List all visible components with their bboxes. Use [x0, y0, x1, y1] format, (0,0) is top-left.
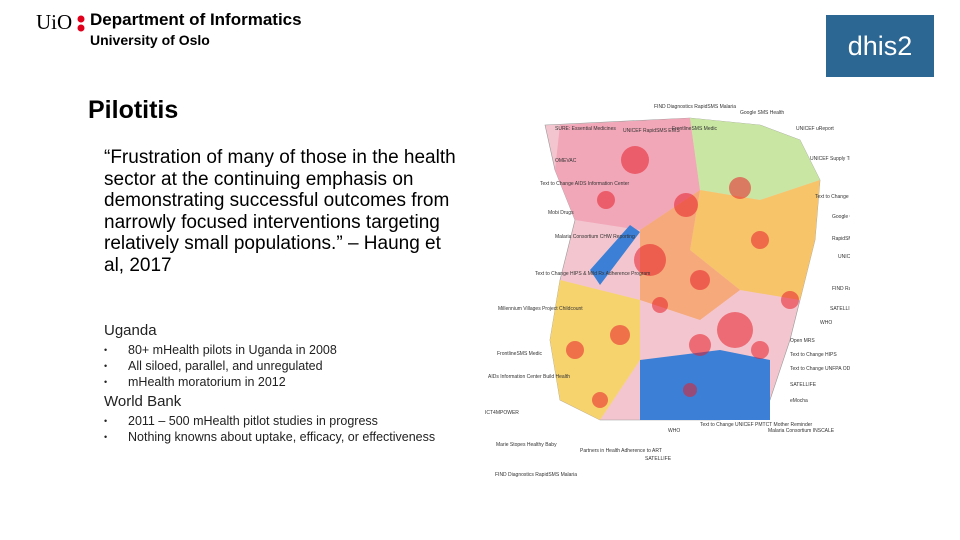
dhis2-badge: dhis2: [826, 15, 934, 77]
map-label: ICT4MPOWER: [485, 410, 519, 416]
map-label: SATELLIFE: [645, 456, 672, 462]
slide-title: Pilotitis: [88, 96, 179, 124]
section-heading: Uganda: [104, 322, 157, 339]
map-label: Open MRS: [790, 338, 815, 344]
bullet: mHealth moratorium in 2012: [104, 374, 464, 390]
department: Department of Informatics: [90, 10, 302, 29]
map-label: FIND Diagnostics RapidSMS Malaria: [654, 104, 736, 110]
map-label: Malaria Consortium CHW Reporting: [555, 234, 635, 240]
quote: “Frustration of many of those in the hea…: [104, 147, 456, 276]
uio-logo: UiO: [36, 10, 73, 34]
region: [690, 118, 820, 200]
map-label: Text to Change HIPS & Mild Rx Adherence …: [535, 271, 650, 277]
map-label: WHO: [668, 428, 680, 434]
map-label: UNICEF RapidSMS EWS: [623, 128, 680, 134]
bullet: All siloed, parallel, and unregulated: [104, 358, 464, 374]
map-label: Text to Change UNICEF PMTCT Mother Remin…: [700, 422, 813, 428]
map-label: Malaria Consortium INSCALE: [768, 428, 835, 434]
map-label: UNICEF ICCM: [838, 254, 850, 260]
map-label: Partners in Health Adherence to ART: [580, 448, 662, 454]
uganda-map: FIND Diagnostics RapidSMS Malaria Google …: [485, 104, 850, 478]
map-label: Millennium Villages Project Childcount: [498, 306, 583, 312]
map-label: FIND RapidSMS TB: [832, 286, 850, 292]
map-label: UNICEF uReport: [796, 126, 834, 132]
map-label: Google SMS Health: [740, 110, 784, 116]
bullet: 2011 – 500 mHealth pitlot studies in pro…: [104, 413, 464, 429]
map-label: Text to Change: [815, 194, 849, 200]
lake-victoria: [640, 350, 770, 420]
map-label: SATELLIFE: [830, 306, 850, 312]
section-heading: World Bank: [104, 393, 182, 410]
map-label: FrontlineSMS Medic: [497, 351, 543, 357]
region: [640, 190, 740, 320]
region: [555, 118, 700, 230]
map-label: Text to Change AIDS Information Center: [540, 181, 630, 187]
map-label: RapidSMS: [832, 236, 850, 242]
map-label: Mobi Drugs: [548, 210, 574, 216]
map-label: WHO: [820, 320, 832, 326]
bullet: 80+ mHealth pilots in Uganda in 2008: [104, 342, 464, 358]
bullet-list: 2011 – 500 mHealth pitlot studies in pro…: [104, 413, 464, 445]
map-label: SATELLIFE: [790, 382, 817, 388]
map-label: FIND Diagnostics RapidSMS Malaria: [495, 472, 577, 478]
map-label: SURE: Essential Medicines: [555, 126, 616, 132]
region: [550, 280, 640, 420]
map-label: Text to Change UNFPA ODSC: [790, 366, 850, 372]
lake-albert: [590, 225, 640, 285]
map-label: OMEVAC: [555, 158, 577, 164]
map-label: Text to Change HIPS: [790, 352, 837, 358]
sections: Uganda 80+ mHealth pilots in Uganda in 20…: [104, 322, 464, 448]
bullet: Nothing knowns about uptake, efficacy, o…: [104, 429, 464, 445]
map-label: Google Clinic Finder: [832, 214, 850, 220]
map-label: UNICEF Supply Tracking: [810, 156, 850, 162]
map-label: AIDs Information Center Build Health: [488, 374, 570, 380]
section: Uganda 80+ mHealth pilots in Uganda in 20…: [104, 322, 464, 390]
section: World Bank 2011 – 500 mHealth pitlot stud…: [104, 393, 464, 445]
map-label: Marie Stopes Healthy Baby: [496, 442, 557, 448]
map-label: eMocha: [790, 398, 808, 404]
bullet-list: 80+ mHealth pilots in Uganda in 2008All …: [104, 342, 464, 390]
logo-colon: [77, 15, 85, 32]
university: University of Oslo: [90, 32, 210, 48]
map-label: FrontlineSMS Medic: [672, 126, 718, 132]
